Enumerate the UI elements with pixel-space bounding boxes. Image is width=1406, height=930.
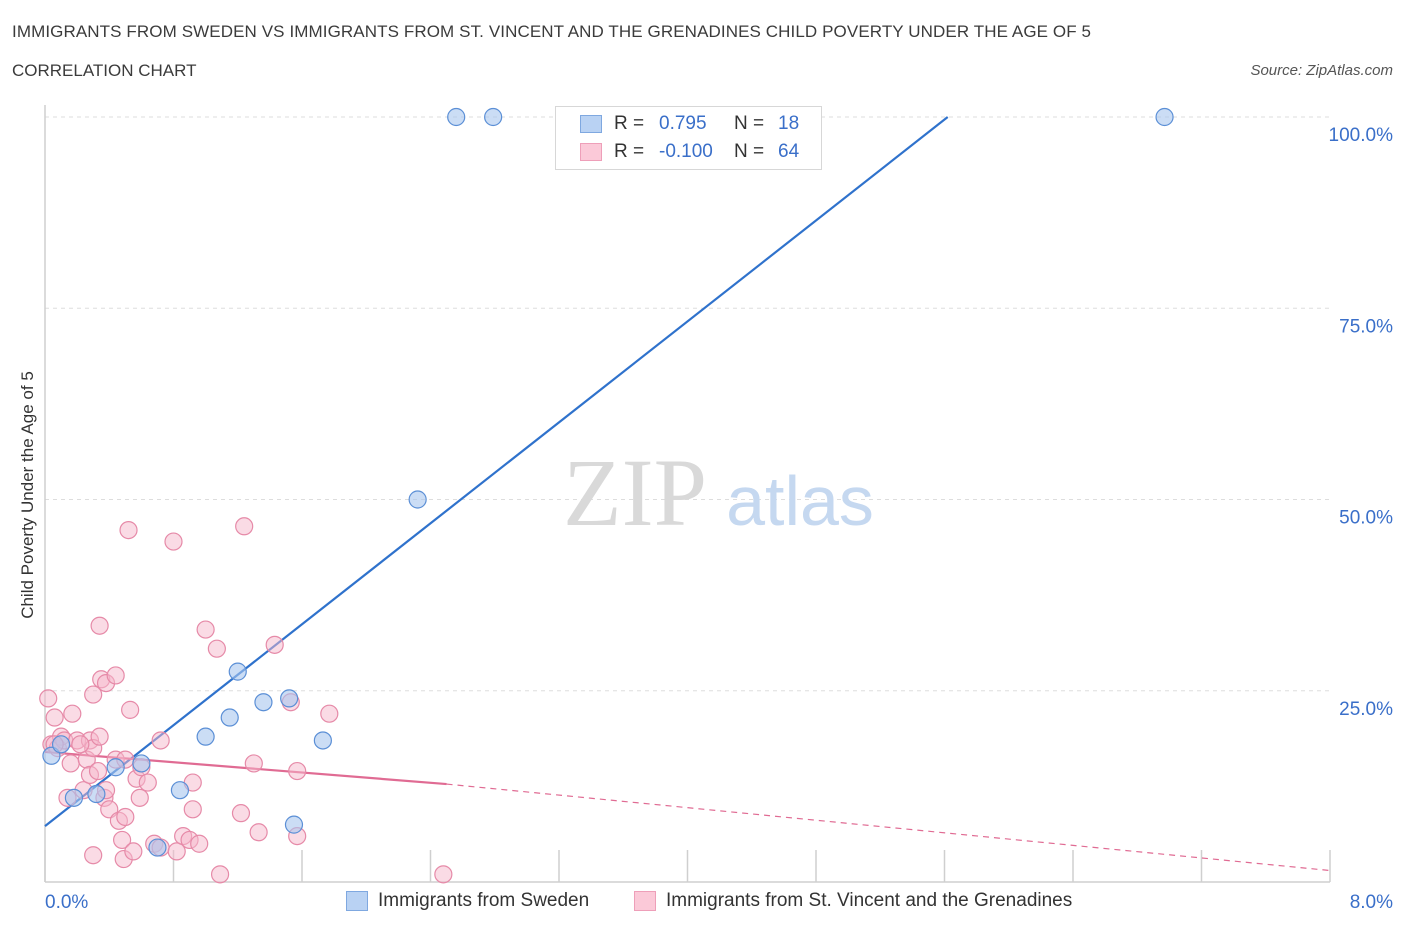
sweden-point (1155, 107, 1174, 127)
data-points (39, 107, 1174, 884)
source-label: Source: ZipAtlas.com (1250, 62, 1393, 79)
stvincent-point (138, 773, 157, 792)
stvincent-point (90, 616, 109, 635)
watermark: ZIP atlas (563, 439, 874, 546)
sweden-point (408, 490, 427, 509)
stvincent-point (106, 666, 125, 685)
sweden-point (284, 815, 304, 834)
legend-item-stvincent: Immigrants from St. Vincent and the Gren… (634, 890, 1072, 912)
stvincent-point (112, 830, 132, 850)
sweden-point (106, 758, 125, 777)
x-tick-label-min: 0.0% (45, 892, 88, 913)
chart-title: IMMIGRANTS FROM SWEDEN VS IMMIGRANTS FRO… (12, 22, 1092, 41)
stvincent-point (265, 635, 284, 654)
sweden-point (484, 107, 503, 127)
stvincent-point (207, 639, 226, 658)
stvincent-point (119, 520, 138, 540)
sweden-legend-swatch (346, 891, 368, 911)
stvincent-legend-swatch (634, 891, 656, 911)
stvincent-point (151, 731, 170, 750)
stvincent-legend-label: Immigrants from St. Vincent and the Gren… (666, 890, 1073, 911)
stvincent-point (249, 823, 268, 842)
sweden-point (64, 788, 84, 807)
stvincent-point (320, 704, 339, 723)
stvincent-point (196, 620, 215, 639)
sweden-point (170, 781, 190, 800)
sweden-point (196, 727, 215, 746)
chart-subtitle: CORRELATION CHART (12, 61, 197, 80)
sweden-point (148, 838, 167, 857)
series-legend: Immigrants from Sweden Immigrants from S… (0, 890, 1406, 914)
sweden-point (228, 662, 247, 681)
stvincent-point (288, 761, 307, 781)
stvincent-point (61, 754, 80, 773)
stvincent-swatch (580, 143, 602, 161)
sweden-point (132, 754, 151, 773)
y-tick-label: 100.0% (1329, 125, 1394, 146)
stvincent-point (167, 842, 186, 861)
y-tick-label: 25.0% (1339, 699, 1393, 720)
sweden-point (254, 693, 273, 712)
n-value: 18 (778, 113, 800, 134)
stvincent-point (210, 865, 230, 884)
stvincent-point (84, 846, 103, 865)
legend-row-sweden: R = 0.795 N = 18 (580, 112, 799, 136)
stvincent-point (130, 788, 149, 807)
n-label: N = (734, 141, 765, 162)
watermark-atlas: atlas (726, 462, 874, 540)
r-label: R = (614, 113, 645, 134)
stvincent-point (84, 685, 103, 704)
stvincent-point (124, 842, 143, 861)
stvincent-point (183, 800, 202, 819)
stvincent-point (434, 865, 453, 884)
stvincent-point (164, 532, 183, 551)
tick-labels: 25.0% 50.0% 75.0% 100.0% 0.0% 8.0% (45, 125, 1393, 913)
correlation-legend: R = 0.795 N = 18 R = -0.100 N = 64 (555, 106, 822, 170)
sweden-trend-line (44, 116, 949, 828)
legend-item-sweden: Immigrants from Sweden (346, 890, 589, 912)
y-tick-label: 50.0% (1339, 508, 1393, 529)
y-axis-label: Child Poverty Under the Age of 5 (18, 371, 37, 619)
stvincent-point (88, 761, 108, 781)
r-value: 0.795 (659, 113, 707, 134)
stvincent-point (45, 708, 64, 727)
r-value: -0.100 (659, 141, 713, 162)
stvincent-point (231, 804, 251, 823)
stvincent-point (121, 700, 140, 719)
sweden-point (313, 731, 332, 750)
grid-lines (45, 116, 1330, 692)
sweden-legend-label: Immigrants from Sweden (378, 890, 590, 911)
stvincent-point (39, 689, 58, 708)
stvincent-point (244, 754, 263, 773)
sweden-point (280, 689, 299, 708)
stvincent-point (63, 704, 82, 723)
stvincent-point (116, 807, 135, 827)
legend-row-stvincent: R = -0.100 N = 64 (580, 140, 799, 164)
sweden-swatch (580, 115, 602, 133)
n-label: N = (734, 113, 765, 134)
stvincent-point (90, 727, 109, 746)
y-tick-label: 75.0% (1339, 316, 1393, 337)
r-label: R = (614, 141, 645, 162)
sweden-point (87, 784, 106, 804)
sweden-point (447, 107, 466, 127)
axes (44, 105, 1331, 883)
n-value: 64 (778, 141, 800, 162)
sweden-point (220, 708, 239, 727)
stvincent-point (190, 834, 209, 853)
stvincent-point (235, 517, 254, 536)
x-tick-label-max: 8.0% (1350, 892, 1393, 913)
watermark-zip: ZIP (563, 439, 707, 546)
sweden-point (51, 735, 71, 754)
stvincent-point (71, 735, 90, 754)
stvincent-trend-line-extrapolated (446, 783, 1331, 872)
